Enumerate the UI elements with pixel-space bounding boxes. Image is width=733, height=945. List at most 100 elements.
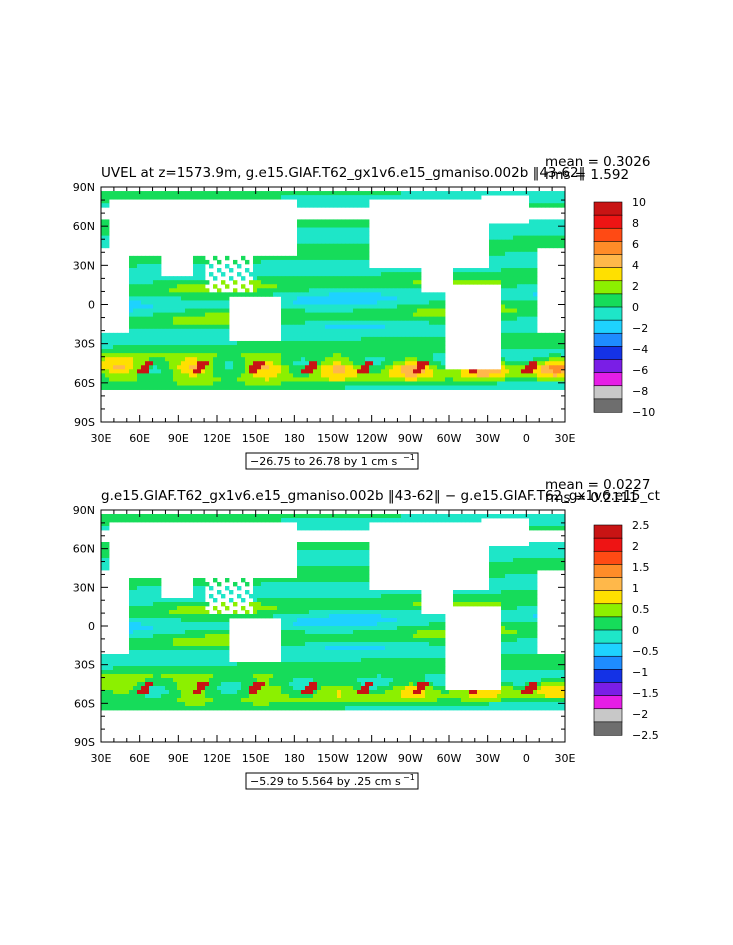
map-cell	[429, 614, 434, 619]
map-cell	[429, 361, 434, 366]
map-cell	[221, 336, 226, 342]
map-cell	[233, 259, 238, 265]
map-cell	[201, 610, 206, 615]
map-cell	[537, 361, 542, 366]
map-cell	[273, 606, 278, 611]
map-cell	[205, 312, 210, 318]
map-cell	[405, 336, 410, 342]
map-cell	[409, 594, 414, 599]
map-cell	[505, 235, 510, 241]
map-cell	[193, 263, 198, 269]
map-cell	[465, 594, 470, 599]
map-cell	[289, 336, 294, 342]
map-cell	[457, 590, 462, 595]
map-cell	[345, 284, 350, 289]
map-cell	[329, 199, 334, 204]
map-cell	[337, 316, 342, 322]
map-cell	[537, 550, 542, 555]
map-cell	[173, 300, 178, 305]
map-cell	[297, 522, 302, 527]
map-cell	[389, 272, 394, 277]
map-cell	[361, 296, 366, 301]
map-cell	[529, 304, 534, 309]
map-cell	[117, 518, 122, 523]
map-cell	[377, 195, 382, 200]
map-cell	[329, 251, 334, 257]
map-cell	[193, 610, 198, 615]
map-cell	[309, 312, 314, 318]
map-cell	[361, 373, 366, 378]
map-cell	[225, 316, 230, 322]
map-cell	[313, 357, 318, 362]
map-cell	[157, 365, 162, 370]
map-cell	[425, 614, 430, 619]
map-cell	[429, 349, 434, 354]
map-cell	[221, 320, 226, 326]
map-cell	[149, 328, 154, 334]
map-cell	[309, 328, 314, 334]
map-cell	[521, 243, 526, 249]
map-cell	[221, 332, 226, 338]
map-cell	[321, 219, 326, 224]
map-cell	[365, 292, 370, 297]
map-cell	[101, 235, 106, 241]
map-cell	[333, 239, 338, 245]
map-cell	[341, 598, 346, 603]
map-cell	[349, 578, 354, 583]
map-cell	[181, 381, 186, 386]
map-cell	[525, 231, 530, 237]
map-cell	[389, 345, 394, 350]
map-cell	[205, 332, 210, 338]
map-cell	[345, 268, 350, 273]
map-cell	[561, 550, 566, 555]
map-cell	[201, 578, 206, 583]
map-cell	[533, 578, 538, 583]
map-cell	[197, 590, 202, 595]
map-cell	[161, 357, 166, 362]
map-cell	[441, 312, 446, 318]
map-cell	[561, 235, 566, 241]
map-cell	[501, 268, 506, 273]
map-cell	[365, 219, 370, 224]
map-cell	[145, 385, 150, 390]
map-cell	[533, 514, 538, 519]
map-cell	[217, 385, 222, 390]
map-cell	[373, 518, 378, 523]
map-cell	[329, 606, 334, 611]
map-cell	[305, 361, 310, 366]
map-cell	[437, 353, 442, 358]
map-cell	[253, 610, 258, 615]
map-cell	[405, 377, 410, 382]
map-cell	[285, 316, 290, 322]
map-cell	[393, 316, 398, 322]
map-cell	[389, 602, 394, 607]
map-cell	[373, 284, 378, 289]
map-cell	[561, 369, 566, 374]
map-cell	[341, 219, 346, 224]
map-cell	[297, 320, 302, 326]
map-cell	[149, 345, 154, 350]
map-cell	[217, 268, 222, 273]
map-cell	[169, 365, 174, 370]
map-cell	[337, 332, 342, 338]
map-cell	[353, 308, 358, 313]
map-cell	[353, 276, 358, 281]
map-cell	[397, 385, 402, 390]
map-cell	[529, 308, 534, 313]
map-cell	[337, 276, 342, 281]
map-cell	[269, 578, 274, 583]
map-cell	[401, 308, 406, 313]
map-cell	[197, 357, 202, 362]
map-cell	[409, 312, 414, 318]
map-cell	[129, 288, 134, 293]
map-cell	[449, 514, 454, 519]
map-cell	[425, 328, 430, 334]
map-cell	[245, 345, 250, 350]
map-cell	[389, 300, 394, 305]
map-cell	[429, 300, 434, 305]
map-cell	[341, 578, 346, 583]
map-cell	[401, 349, 406, 354]
map-cell	[217, 349, 222, 354]
map-cell	[529, 199, 534, 204]
map-cell	[489, 594, 494, 599]
